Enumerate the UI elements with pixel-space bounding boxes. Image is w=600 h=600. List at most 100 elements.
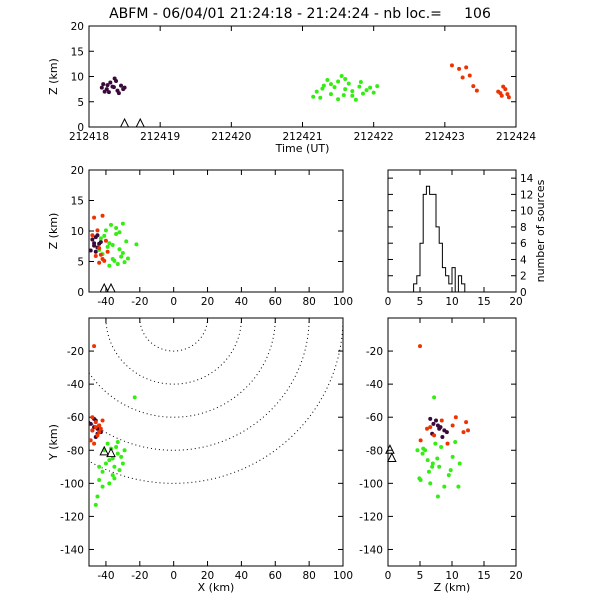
source-point	[97, 478, 102, 483]
y-tick-label: 0	[77, 122, 84, 134]
source-point	[99, 85, 104, 90]
source-point	[364, 88, 369, 93]
source-point	[89, 421, 93, 426]
source-point	[456, 484, 461, 489]
y-tick-label: -60	[67, 412, 84, 424]
x-tick-label: 100	[333, 570, 353, 582]
plot-frame	[88, 169, 344, 293]
source-point	[108, 80, 113, 85]
source-point	[444, 430, 449, 435]
y-tick-label: 4	[520, 254, 527, 266]
source-point	[107, 458, 112, 463]
y-axis-label: Z (km)	[47, 213, 60, 250]
source-point	[110, 84, 115, 89]
source-point	[98, 239, 103, 244]
y-tick-label: -80	[67, 445, 84, 457]
source-point	[107, 241, 112, 246]
x-tick-label: 40	[235, 296, 248, 308]
source-point	[115, 440, 120, 444]
source-point	[339, 73, 344, 78]
station-marker	[99, 445, 110, 456]
source-point	[421, 446, 426, 451]
plot-frame	[88, 25, 517, 128]
y-tick-label: -100	[60, 478, 84, 490]
x-tick-label: 5	[417, 296, 424, 308]
source-point	[95, 433, 100, 438]
source-point	[92, 243, 97, 248]
source-point	[119, 454, 124, 459]
source-point	[434, 418, 438, 423]
source-point	[122, 448, 127, 453]
source-point	[97, 430, 102, 435]
source-point	[418, 438, 423, 443]
y-tick-label: -40	[67, 379, 84, 391]
source-point	[100, 257, 105, 262]
histogram-outline	[388, 185, 516, 292]
y-tick-label: 14	[520, 173, 534, 185]
source-point	[93, 420, 98, 425]
x-tick-label: 212418	[69, 131, 109, 143]
source-point	[464, 65, 469, 70]
source-point	[457, 461, 462, 466]
source-point	[124, 239, 129, 244]
source-point	[474, 88, 479, 93]
station-marker	[387, 452, 397, 463]
source-point	[95, 494, 100, 499]
source-point	[100, 213, 105, 218]
source-point	[115, 261, 120, 266]
y-tick-label: 15	[71, 196, 84, 208]
x-tick-label: 20	[201, 570, 214, 582]
source-point	[114, 225, 119, 230]
histogram-bin	[426, 186, 429, 292]
x-tick-label: 80	[302, 570, 315, 582]
y-tick-label: 10	[71, 72, 84, 84]
source-point	[103, 461, 108, 466]
source-point	[95, 228, 100, 233]
source-point	[450, 423, 455, 428]
y-tick-label: 0	[77, 287, 84, 299]
source-point	[435, 423, 440, 428]
y-tick-label: -140	[60, 544, 84, 556]
source-point	[440, 435, 445, 440]
source-point	[103, 228, 108, 233]
source-point	[467, 73, 472, 78]
source-point	[360, 91, 365, 96]
source-point	[446, 473, 451, 478]
y-tick-label: 10	[520, 206, 533, 218]
x-tick-label: 15	[477, 570, 490, 582]
source-point	[112, 464, 117, 469]
source-point	[461, 430, 466, 435]
source-point	[120, 221, 125, 226]
source-point	[93, 254, 98, 259]
source-point	[92, 215, 97, 220]
x-axis-label: Time (UT)	[275, 142, 330, 155]
source-point	[433, 441, 438, 446]
plot-frame	[387, 317, 517, 567]
x-tick-label: 212424	[496, 131, 536, 143]
source-point	[117, 468, 122, 473]
source-point	[114, 444, 119, 449]
source-point	[439, 418, 444, 423]
x-tick-label: 212420	[211, 131, 251, 143]
source-point	[102, 89, 107, 94]
source-point	[89, 248, 93, 253]
source-point	[98, 426, 103, 431]
source-point	[350, 93, 355, 98]
source-point	[435, 456, 440, 461]
x-axis-label: X (km)	[198, 581, 235, 594]
x-tick-label: -20	[131, 570, 148, 582]
x-tick-label: 60	[269, 570, 282, 582]
source-point	[105, 249, 110, 254]
source-point	[415, 448, 420, 453]
range-ring	[139, 318, 209, 352]
x-axis-label: Z (km)	[434, 581, 471, 594]
source-point	[341, 93, 346, 98]
source-point	[357, 84, 362, 89]
x-tick-label: 0	[385, 570, 392, 582]
source-point	[430, 464, 435, 469]
source-point	[116, 91, 121, 96]
source-point	[368, 85, 373, 90]
source-point	[103, 238, 108, 243]
source-point	[346, 81, 351, 86]
source-point	[435, 494, 440, 499]
